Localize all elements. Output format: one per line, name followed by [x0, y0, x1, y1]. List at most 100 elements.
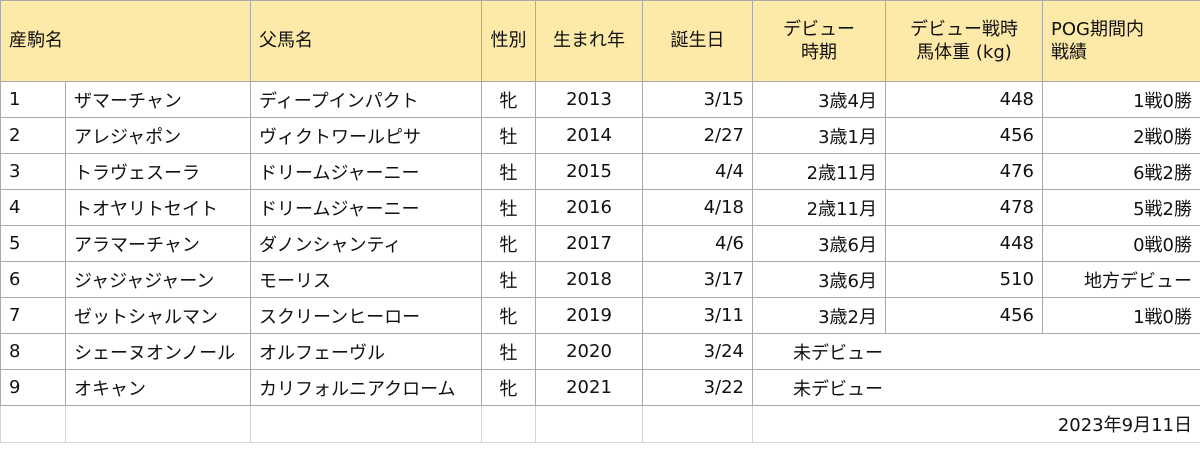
header-record-line1: POG期間内 — [1051, 18, 1144, 40]
birthday-cell: 2/27 — [642, 117, 753, 154]
debut-period-cell: 3歳6月 — [752, 225, 886, 262]
weight-cell: 448 — [885, 225, 1043, 262]
birthday-cell: 3/11 — [642, 297, 753, 334]
sex-cell: 牡 — [481, 261, 536, 298]
debut-period-cell: 3歳2月 — [752, 297, 886, 334]
table-row: 3 トラヴェスーラ ドリームジャーニー 牡 2015 4/4 2歳11月 476… — [0, 153, 1200, 190]
row-number: 4 — [0, 189, 66, 226]
debut-status-cell: 未デビュー — [752, 369, 1200, 406]
sire-name-cell: カリフォルニアクローム — [250, 369, 482, 406]
header-row: 産駒名 父馬名 性別 生まれ年 誕生日 デビュー 時期 デビュー戦時 馬体重 (… — [0, 0, 1200, 82]
colt-name-cell: アラマーチャン — [65, 225, 251, 262]
row-number: 6 — [0, 261, 66, 298]
row-number: 5 — [0, 225, 66, 262]
birthday-cell: 3/15 — [642, 81, 753, 118]
record-cell: 地方デビュー — [1042, 261, 1200, 298]
sex-cell: 牝 — [481, 297, 536, 334]
sire-name-cell: ドリームジャーニー — [250, 189, 482, 226]
table-row: 6 ジャジャジャーン モーリス 牡 2018 3/17 3歳6月 510 地方デ… — [0, 261, 1200, 298]
debut-status-text: 未デビュー — [793, 378, 883, 400]
colt-name-cell: オキャン — [65, 369, 251, 406]
record-cell: 6戦2勝 — [1042, 153, 1200, 190]
empty-cell — [65, 405, 251, 443]
header-weight: デビュー戦時 馬体重 (kg) — [885, 0, 1043, 82]
weight-cell: 456 — [885, 297, 1043, 334]
birth-year-cell: 2021 — [535, 369, 643, 406]
empty-cell — [0, 405, 66, 443]
update-date: 2023年9月11日 — [752, 405, 1200, 443]
birth-year-cell: 2019 — [535, 297, 643, 334]
empty-cell — [250, 405, 482, 443]
birthday-cell: 3/22 — [642, 369, 753, 406]
debut-status-text: 未デビュー — [793, 342, 883, 364]
colt-name-cell: トオヤリトセイト — [65, 189, 251, 226]
debut-status-cell: 未デビュー — [752, 333, 1200, 370]
row-number: 3 — [0, 153, 66, 190]
colt-name-cell: ゼットシャルマン — [65, 297, 251, 334]
sex-cell: 牡 — [481, 333, 536, 370]
debut-period-cell: 2歳11月 — [752, 153, 886, 190]
birth-year-cell: 2016 — [535, 189, 643, 226]
header-debut-period: デビュー 時期 — [752, 0, 886, 82]
birthday-cell: 3/24 — [642, 333, 753, 370]
birth-year-cell: 2020 — [535, 333, 643, 370]
sire-name-cell: ヴィクトワールピサ — [250, 117, 482, 154]
record-cell: 1戦0勝 — [1042, 297, 1200, 334]
colt-name-cell: トラヴェスーラ — [65, 153, 251, 190]
table-row: 2 アレジャポン ヴィクトワールピサ 牡 2014 2/27 3歳1月 456 … — [0, 117, 1200, 154]
record-cell: 0戦0勝 — [1042, 225, 1200, 262]
empty-cell — [535, 405, 643, 443]
weight-cell: 456 — [885, 117, 1043, 154]
sire-name-cell: ディープインパクト — [250, 81, 482, 118]
header-record: POG期間内 戦績 — [1042, 0, 1200, 82]
birthday-cell: 3/17 — [642, 261, 753, 298]
empty-cell — [481, 405, 536, 443]
sex-cell: 牝 — [481, 369, 536, 406]
header-sex: 性別 — [481, 0, 536, 82]
table-row: 1 ザマーチャン ディープインパクト 牝 2013 3/15 3歳4月 448 … — [0, 81, 1200, 118]
sex-cell: 牝 — [481, 81, 536, 118]
debut-period-cell: 3歳6月 — [752, 261, 886, 298]
colt-name-cell: ザマーチャン — [65, 81, 251, 118]
sire-name-cell: ドリームジャーニー — [250, 153, 482, 190]
birthday-cell: 4/18 — [642, 189, 753, 226]
row-number: 1 — [0, 81, 66, 118]
header-weight-line1: デビュー戦時 — [910, 18, 1018, 40]
birthday-cell: 4/6 — [642, 225, 753, 262]
weight-cell: 478 — [885, 189, 1043, 226]
table-row: 4 トオヤリトセイト ドリームジャーニー 牡 2016 4/18 2歳11月 4… — [0, 189, 1200, 226]
sex-cell: 牡 — [481, 153, 536, 190]
colt-name-cell: ジャジャジャーン — [65, 261, 251, 298]
debut-period-cell: 3歳4月 — [752, 81, 886, 118]
birth-year-cell: 2017 — [535, 225, 643, 262]
row-number: 9 — [0, 369, 66, 406]
record-cell: 1戦0勝 — [1042, 81, 1200, 118]
sex-cell: 牡 — [481, 117, 536, 154]
sire-name-cell: モーリス — [250, 261, 482, 298]
table-row: 9 オキャン カリフォルニアクローム 牝 2021 3/22 未デビュー — [0, 369, 1200, 406]
row-number: 8 — [0, 333, 66, 370]
footer-row: 2023年9月11日 — [0, 405, 1200, 443]
colt-name-cell: シェーヌオンノール — [65, 333, 251, 370]
header-birth-year: 生まれ年 — [535, 0, 643, 82]
debut-period-cell: 2歳11月 — [752, 189, 886, 226]
header-birthday: 誕生日 — [642, 0, 753, 82]
record-cell: 5戦2勝 — [1042, 189, 1200, 226]
birthday-cell: 4/4 — [642, 153, 753, 190]
row-number: 2 — [0, 117, 66, 154]
sex-cell: 牡 — [481, 189, 536, 226]
birth-year-cell: 2018 — [535, 261, 643, 298]
colt-name-cell: アレジャポン — [65, 117, 251, 154]
table-row: 7 ゼットシャルマン スクリーンヒーロー 牝 2019 3/11 3歳2月 45… — [0, 297, 1200, 334]
birth-year-cell: 2015 — [535, 153, 643, 190]
header-debut-period-line2: 時期 — [801, 42, 837, 63]
sire-name-cell: オルフェーヴル — [250, 333, 482, 370]
colt-record-table: 産駒名 父馬名 性別 生まれ年 誕生日 デビュー 時期 デビュー戦時 馬体重 (… — [0, 0, 1200, 443]
empty-cell — [642, 405, 753, 443]
sire-name-cell: スクリーンヒーロー — [250, 297, 482, 334]
table-row: 5 アラマーチャン ダノンシャンティ 牝 2017 4/6 3歳6月 448 0… — [0, 225, 1200, 262]
weight-cell: 476 — [885, 153, 1043, 190]
header-colt-name: 産駒名 — [0, 0, 251, 82]
birth-year-cell: 2014 — [535, 117, 643, 154]
header-record-line2: 戦績 — [1051, 42, 1087, 63]
